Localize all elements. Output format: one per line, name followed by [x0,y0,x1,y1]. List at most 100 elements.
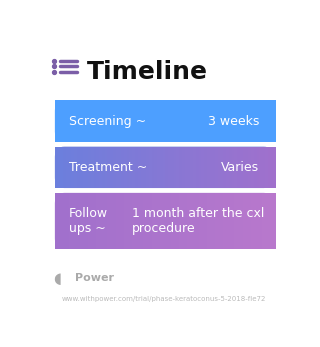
Bar [196,193,199,249]
Bar [248,193,252,249]
Bar [135,147,138,188]
Bar [215,100,218,142]
Bar [243,193,246,249]
Bar [254,100,257,142]
Bar [91,147,94,188]
Bar [127,100,130,142]
Bar [251,193,254,249]
Bar [210,193,213,249]
Bar [113,100,116,142]
Bar [245,193,249,249]
Bar [218,193,221,249]
Bar [58,100,61,142]
Bar [174,147,177,188]
Text: Varies: Varies [221,161,260,174]
Bar [168,100,172,142]
Bar [121,100,124,142]
FancyBboxPatch shape [55,147,273,188]
Bar [218,100,221,142]
Bar [85,100,89,142]
Bar [105,100,108,142]
Bar [127,147,130,188]
Text: Follow
ups ~: Follow ups ~ [68,207,108,235]
Bar [55,100,58,142]
Bar [223,100,227,142]
Bar [80,147,83,188]
Bar [99,100,102,142]
Bar [74,147,77,188]
Bar [188,100,191,142]
Bar [237,147,240,188]
Bar [55,147,58,188]
Bar [113,193,116,249]
Bar [193,100,196,142]
Bar [152,193,155,249]
Bar [210,147,213,188]
Bar [160,100,163,142]
Bar [102,193,105,249]
Text: 3 weeks: 3 weeks [208,115,260,128]
Bar [135,100,138,142]
Bar [235,147,238,188]
Bar [174,100,177,142]
Bar [163,193,166,249]
Bar [198,147,202,188]
Bar [268,147,271,188]
Bar [157,193,160,249]
Bar [66,193,69,249]
Bar [80,100,83,142]
Bar [196,147,199,188]
Bar [71,193,75,249]
Bar [130,100,133,142]
Bar [157,100,160,142]
Bar [135,193,138,249]
Bar [130,147,133,188]
Bar [265,147,268,188]
Bar [212,193,216,249]
Bar [204,100,207,142]
Bar [96,100,100,142]
Bar [196,100,199,142]
Bar [245,100,249,142]
Bar [259,193,262,249]
Bar [102,147,105,188]
Bar [149,100,152,142]
Bar [108,193,111,249]
Bar [229,147,232,188]
Bar [179,100,182,142]
Bar [212,147,216,188]
Bar [165,193,169,249]
Bar [201,147,204,188]
Text: Power: Power [75,273,114,283]
Bar [270,100,274,142]
Bar [229,193,232,249]
Bar [138,147,141,188]
Bar [223,147,227,188]
Bar [207,100,210,142]
Bar [193,147,196,188]
Bar [121,193,124,249]
Bar [130,193,133,249]
Bar [74,193,77,249]
Bar [118,100,122,142]
Bar [218,147,221,188]
Bar [154,193,157,249]
Bar [127,193,130,249]
Bar [116,100,119,142]
Bar [121,147,124,188]
Bar [188,147,191,188]
Bar [85,193,89,249]
Bar [265,100,268,142]
Bar [268,193,271,249]
Bar [160,193,163,249]
Bar [243,147,246,188]
Bar [259,147,262,188]
Bar [88,193,91,249]
Bar [163,147,166,188]
Bar [69,100,72,142]
Bar [88,100,91,142]
Bar [124,147,127,188]
Bar [207,147,210,188]
Bar [273,193,276,249]
Bar [212,100,216,142]
